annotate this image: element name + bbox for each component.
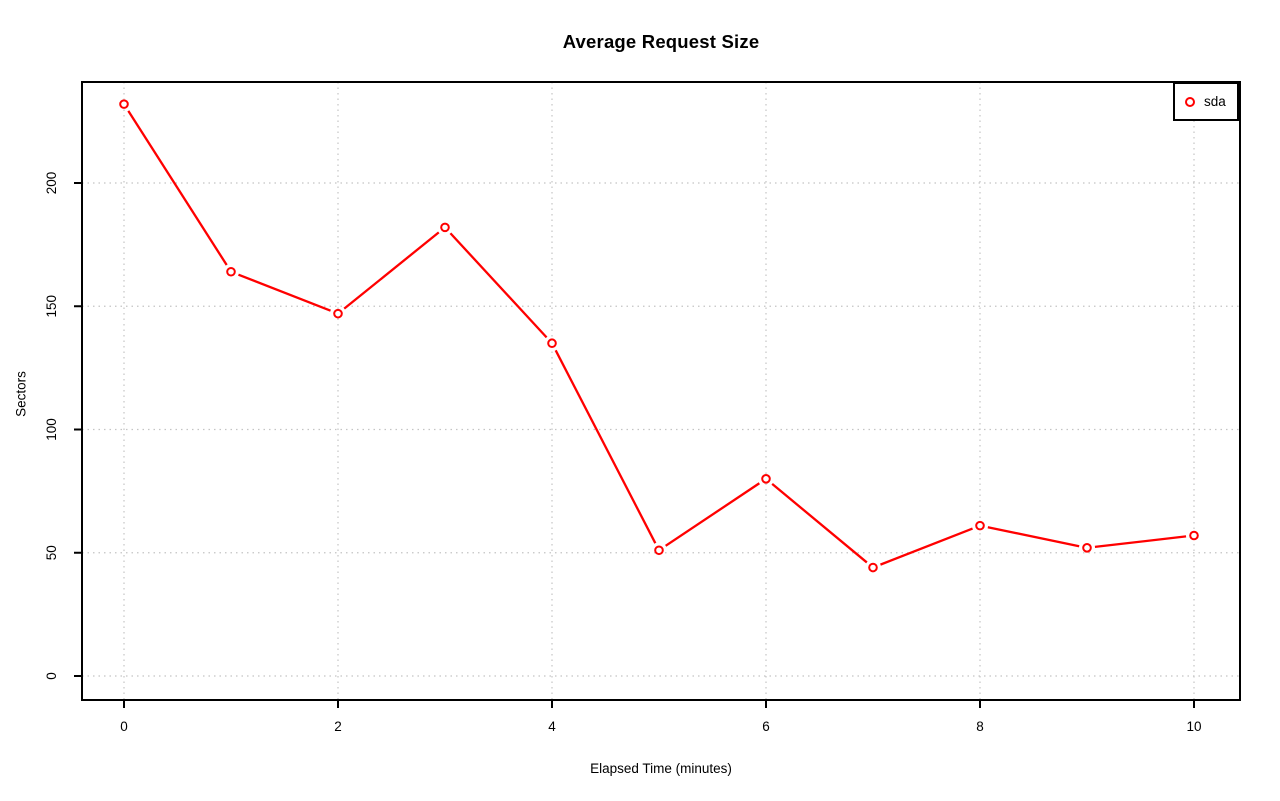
x-tick-label: 8: [976, 719, 984, 734]
series-line-segment: [127, 110, 228, 266]
series-line-segment: [771, 483, 868, 564]
y-tick-label: 100: [44, 418, 59, 441]
x-tick-label: 6: [762, 719, 770, 734]
data-point-marker: [547, 338, 557, 349]
series-line-segment: [238, 273, 331, 312]
series-line-segment: [880, 527, 973, 566]
chart-title: Average Request Size: [562, 31, 760, 52]
data-point-marker: [761, 474, 771, 484]
x-axis-title: Elapsed Time (minutes): [590, 761, 732, 776]
x-tick-label: 10: [1186, 719, 1201, 734]
y-tick-label: 50: [44, 545, 59, 560]
data-point-marker: [1082, 543, 1092, 553]
series-line-segment: [665, 482, 760, 547]
series-line-segment: [987, 526, 1080, 548]
data-point-marker: [1189, 530, 1199, 541]
data-point-marker: [440, 222, 450, 233]
data-point-marker: [226, 266, 236, 277]
x-tick-label: 4: [548, 719, 556, 734]
series-line-segment: [1094, 535, 1187, 549]
y-tick-label: 150: [44, 295, 59, 318]
series-line-segment: [449, 232, 548, 339]
x-tick-label: 0: [120, 719, 128, 734]
data-point-marker: [654, 545, 664, 556]
y-axis-title: Sectors: [13, 371, 29, 417]
legend: sda: [1173, 82, 1239, 121]
data-point-marker: [333, 308, 343, 319]
series-line-segment: [554, 349, 657, 544]
y-tick-label: 200: [44, 172, 59, 195]
series-line-segment: [343, 231, 440, 310]
y-tick-label: 0: [44, 672, 59, 680]
data-point-marker: [119, 99, 129, 109]
x-tick-label: 2: [334, 719, 342, 734]
legend-series-marker-icon: [1185, 96, 1195, 107]
plot-border: [81, 81, 1241, 701]
data-point-marker: [975, 520, 985, 531]
data-point-marker: [868, 562, 878, 573]
legend-series-label: sda: [1204, 93, 1226, 109]
